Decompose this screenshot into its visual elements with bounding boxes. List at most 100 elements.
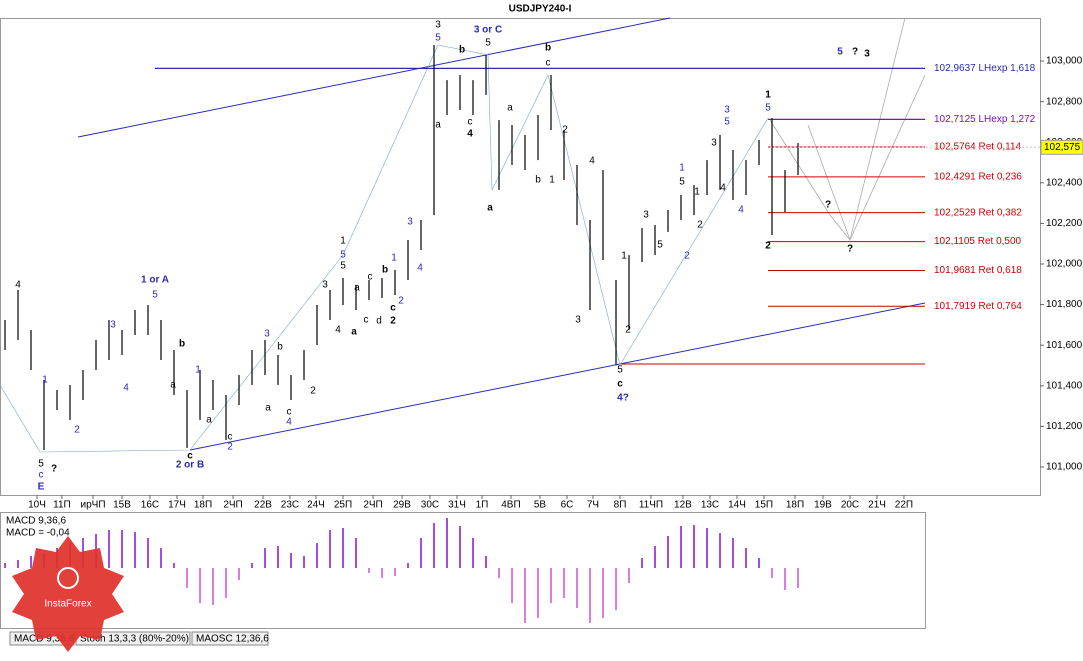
y-tick-label: 101,600 <box>1046 340 1083 351</box>
level-label: 102,5764 Ret 0,114 <box>934 142 1022 153</box>
wave-label: c <box>546 58 551 69</box>
x-tick-label: 18П <box>194 500 212 511</box>
wave-label: 3 <box>110 320 116 331</box>
wave-label: 1 <box>549 175 555 186</box>
wave-label: c <box>468 117 473 128</box>
indicator-readout: MACD = -0,04 <box>6 528 70 539</box>
wave-label: 5 <box>340 250 346 261</box>
wave-label: d <box>376 316 382 327</box>
wave-label: 3 or C <box>474 25 502 36</box>
x-tick-label: 17Ч <box>168 500 186 511</box>
y-tick-label: 101,800 <box>1046 299 1083 310</box>
wave-label: 5 <box>617 365 623 376</box>
last-price-box <box>1040 139 1083 155</box>
wave-label: 4 <box>467 129 473 140</box>
plot-frame <box>0 18 1041 496</box>
wave-label: 5 <box>837 47 843 58</box>
wave-label: c <box>228 432 233 443</box>
wave-label: 5 <box>340 261 346 272</box>
wave-label: a <box>507 103 513 114</box>
last-price-label: 102,575 <box>1044 142 1081 153</box>
wave-label: c <box>187 451 193 462</box>
wave-label: a <box>487 203 493 214</box>
wave-label: 5 <box>679 177 685 188</box>
wave-label: 1 <box>340 236 346 247</box>
wave-label: a <box>354 283 360 294</box>
wave-label: ? <box>51 464 57 475</box>
logo: InstaForex <box>12 536 124 652</box>
x-tick-label: 13С <box>701 500 719 511</box>
x-tick-label: 25П <box>334 500 352 511</box>
wave-label: 2 <box>625 325 631 336</box>
wave-label: 5 <box>657 240 663 251</box>
wave-label: b <box>277 342 283 353</box>
tab[interactable] <box>191 631 269 646</box>
logo-badge <box>12 536 124 652</box>
wave-label: 5 <box>38 459 44 470</box>
wave-label: c <box>390 303 396 314</box>
wave-label: ? <box>852 47 858 58</box>
x-tick-label: 2ЧП <box>363 500 382 511</box>
x-tick-label: 15П <box>755 500 773 511</box>
wave-label: 2 <box>398 296 404 307</box>
wave-label: 1 <box>679 163 685 174</box>
wave-label: 1 <box>42 375 48 386</box>
x-tick-label: 11ЧП <box>639 500 663 511</box>
wave-label: 2 <box>74 425 80 436</box>
y-tick-label: 101,000 <box>1046 462 1083 473</box>
x-tick-label: 1П <box>476 500 489 511</box>
x-tick-label: 5В <box>534 500 547 511</box>
wave-label: 2 <box>684 251 690 262</box>
x-tick-label: 14Ч <box>728 500 746 511</box>
x-tick-label: 16С <box>141 500 159 511</box>
level-label: 102,4291 Ret 0,236 <box>934 172 1022 183</box>
wave-label: c <box>617 379 623 390</box>
wave-label: b <box>179 339 185 350</box>
wave-label: 4 <box>738 205 744 216</box>
x-tick-label: 22В <box>254 500 272 511</box>
wave-line <box>0 44 769 453</box>
wave-label: 4 <box>589 156 595 167</box>
wave-label: 4? <box>617 393 629 404</box>
x-tick-label: 2ЧП <box>223 500 242 511</box>
x-tick-label: 21Ч <box>868 500 886 511</box>
wave-label: b <box>535 175 541 186</box>
wave-label: 5 <box>435 33 441 44</box>
level-label: 101,7919 Ret 0,764 <box>934 301 1022 312</box>
x-tick-label: 7Ч <box>587 500 599 511</box>
wave-label: b <box>545 43 551 54</box>
x-tick-label: 31Ч <box>448 500 466 511</box>
wave-label: 2 <box>697 220 703 231</box>
wave-label: 4 <box>286 417 292 428</box>
x-tick-label: 29В <box>393 500 411 511</box>
x-tick-label: 8П <box>614 500 627 511</box>
wave-label: 2 or B <box>176 460 204 471</box>
wave-label: a <box>206 415 212 426</box>
logo-text: InstaForex <box>44 599 91 610</box>
wave-label: 3 <box>264 329 270 340</box>
wave-label: 3 <box>322 280 328 291</box>
wave-label: 4 <box>720 183 726 194</box>
wave-label: 1 <box>621 251 627 262</box>
tab-label: MAOSC 12,36,6 <box>196 634 269 645</box>
x-tick-label: 6С <box>561 500 574 511</box>
wave-label: b <box>459 45 465 56</box>
y-tick-label: 102,400 <box>1046 177 1083 188</box>
indicator-title: MACD 9,36,6 <box>6 516 66 527</box>
wave-label: a <box>351 327 357 338</box>
wave-label: a <box>435 120 441 131</box>
wave-label: c <box>39 470 44 481</box>
x-tick-label: 20С <box>841 500 859 511</box>
level-label: 102,2529 Ret 0,382 <box>934 207 1022 218</box>
wave-label: 5 <box>485 38 491 49</box>
x-tick-label: 30С <box>421 500 439 511</box>
y-tick-label: 101,400 <box>1046 380 1083 391</box>
wave-label: 1 <box>391 253 397 264</box>
wave-label: 3 <box>435 20 441 31</box>
x-tick-label: 11П <box>53 500 71 511</box>
wave-label: a <box>265 403 271 414</box>
level-label: 102,7125 LHexp 1,272 <box>934 114 1036 125</box>
wave-label: c <box>287 407 292 418</box>
